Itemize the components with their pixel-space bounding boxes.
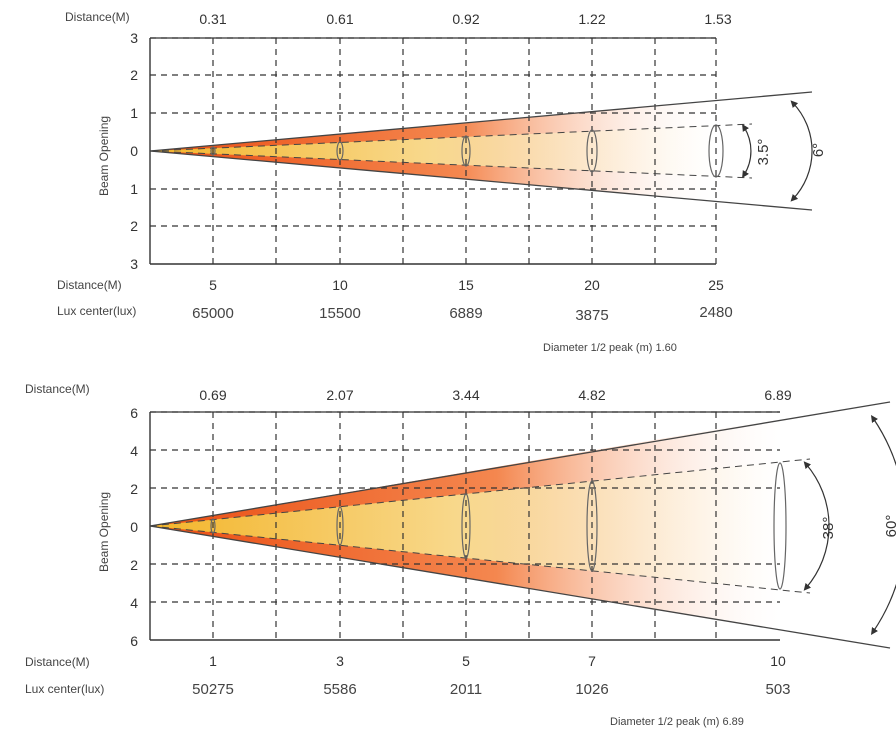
inner-angle-label: 3.5°: [755, 139, 772, 166]
grid: [150, 37, 717, 264]
y-tick: 0: [130, 519, 138, 535]
outer-edge-lower: [149, 525, 891, 649]
distance-value: 5: [209, 277, 217, 293]
diagram-1: Distance(M) 0.31 0.61 0.92 1.22 1.53: [57, 10, 827, 354]
distance-value: 7: [588, 653, 596, 669]
lux-value: 503: [765, 681, 790, 698]
distance-value: 5: [462, 653, 470, 669]
grid: [150, 411, 780, 640]
y-tick: 4: [130, 443, 138, 459]
diameter-note: Diameter 1/2 peak (m) 1.60: [543, 342, 677, 354]
y-tick: 2: [130, 481, 138, 497]
top-value: 6.89: [764, 387, 791, 403]
y-tick: 1: [130, 181, 138, 197]
y-tick: 3: [130, 30, 138, 46]
top-axis-label: Distance(M): [65, 10, 130, 24]
inner-beam: [150, 459, 810, 593]
top-value: 1.53: [704, 11, 731, 27]
inner-edge-lower: [149, 525, 811, 594]
y-axis-label: Beam Opening: [97, 492, 111, 572]
lux-value: 2011: [450, 681, 482, 698]
lux-label: Lux center(lux): [57, 304, 136, 318]
distance-value: 10: [332, 277, 348, 293]
inner-edge-upper: [149, 123, 753, 152]
distance-value: 15: [458, 277, 474, 293]
y-tick: 2: [130, 67, 138, 83]
lux-label: Lux center(lux): [25, 682, 104, 696]
diagram-2: Distance(M) 0.69 2.07 3.44 4.82 6.89: [25, 382, 896, 728]
y-tick: 6: [130, 405, 138, 421]
top-value: 2.07: [326, 387, 353, 403]
top-value: 0.92: [452, 11, 479, 27]
distance-value: 20: [584, 277, 600, 293]
inner-beam: [150, 124, 752, 178]
lux-value: 2480: [699, 304, 732, 321]
top-value: 1.22: [578, 11, 605, 27]
y-axis-label: Beam Opening: [97, 116, 111, 196]
inner-edge-lower: [149, 150, 753, 179]
lux-value: 6889: [449, 305, 482, 322]
y-tick: 1: [130, 105, 138, 121]
y-tick: 4: [130, 595, 138, 611]
distance-value: 25: [708, 277, 724, 293]
inner-angle-label: 38°: [820, 517, 837, 540]
top-axis-label: Distance(M): [25, 382, 90, 396]
outer-edge-lower: [149, 150, 813, 211]
beam-cross-sections: [210, 124, 724, 178]
y-tick: 3: [130, 256, 138, 272]
top-value: 0.61: [326, 11, 353, 27]
distance-label: Distance(M): [57, 278, 122, 292]
lux-value: 65000: [192, 305, 234, 322]
distance-value: 10: [770, 653, 786, 669]
beam-fade-mask: [781, 400, 896, 650]
outer-edge-upper: [149, 401, 891, 527]
diameter-note: Diameter 1/2 peak (m) 6.89: [610, 716, 744, 728]
lux-value: 15500: [319, 305, 361, 322]
top-value: 0.69: [199, 387, 226, 403]
top-value: 3.44: [452, 387, 479, 403]
y-tick: 2: [130, 218, 138, 234]
lux-value: 5586: [323, 681, 356, 698]
y-tick: 2: [130, 557, 138, 573]
distance-value: 1: [209, 653, 217, 669]
lux-value: 3875: [575, 307, 608, 324]
top-value: 0.31: [199, 11, 226, 27]
distance-value: 3: [336, 653, 344, 669]
y-tick: 6: [130, 633, 138, 649]
beam-cross-sections: [210, 462, 787, 590]
outer-edge-upper: [149, 91, 813, 152]
top-value: 4.82: [578, 387, 605, 403]
distance-label: Distance(M): [25, 655, 90, 669]
lux-value: 50275: [192, 681, 234, 698]
y-tick: 0: [130, 143, 138, 159]
outer-angle-label: 60°: [883, 515, 896, 538]
inner-edge-upper: [149, 458, 811, 527]
lux-value: 1026: [575, 681, 608, 698]
outer-angle-label: 6°: [810, 143, 827, 157]
